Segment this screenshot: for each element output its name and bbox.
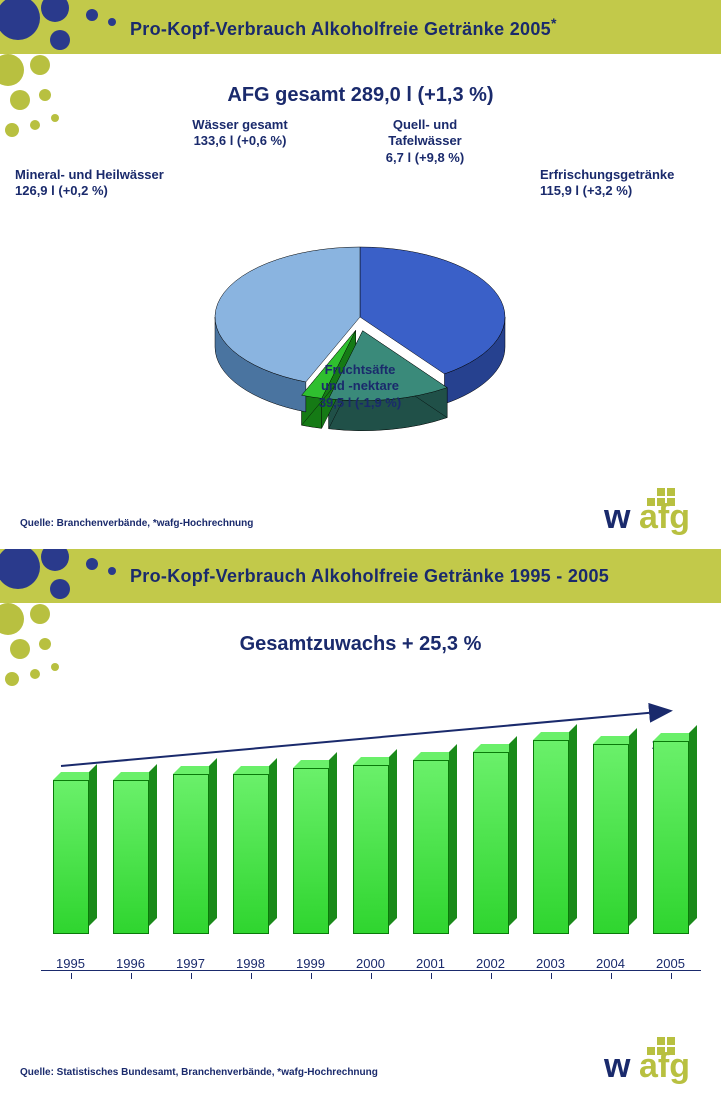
x-axis xyxy=(41,970,701,971)
bar-1996: 230,9 1996 xyxy=(101,780,161,971)
bar-xlabel-2002: 2002 xyxy=(476,956,505,971)
bar-xlabel-1995: 1995 xyxy=(56,956,85,971)
pie-chart-area: Wässer gesamt 133,6 l (+0,6 %) Mineral- … xyxy=(0,107,721,437)
header-band-2: Pro-Kopf-Verbrauch Alkoholfreie Getränke… xyxy=(0,549,721,603)
bar-xlabel-1996: 1996 xyxy=(116,956,145,971)
slide1-title: Pro-Kopf-Verbrauch Alkoholfreie Getränke… xyxy=(130,15,557,40)
bar-1998: 240,7 1998 xyxy=(221,774,281,971)
slide1-subtitle: AFG gesamt 289,0 l (+1,3 %) xyxy=(0,84,721,107)
bar-chart-area: 230,6 1995 230,9 1996 239,9 xyxy=(21,681,701,1011)
svg-text:w: w xyxy=(603,498,631,536)
bar-1997: 239,9 1997 xyxy=(161,774,221,971)
label-saft: Fruchtsäfte und -nektare 39,5 l (-1,9 %) xyxy=(280,362,440,411)
slide1-source: Quelle: Branchenverbände, *wafg-Hochrech… xyxy=(20,518,253,529)
wafg-logo-2: w afg xyxy=(599,1035,709,1090)
bar-2005: 289,0* 2005 xyxy=(641,741,701,971)
wafg-logo-1: w afg xyxy=(599,486,709,541)
bar-2001: 261,5 2001 xyxy=(401,760,461,971)
bar-2000: 253,1 2000 xyxy=(341,765,401,971)
bar-xlabel-1998: 1998 xyxy=(236,956,265,971)
slide2-source: Quelle: Statistisches Bundesamt, Branche… xyxy=(20,1067,378,1078)
slide1-title-text: Pro-Kopf-Verbrauch Alkoholfreie Getränke… xyxy=(130,19,551,39)
bar-xlabel-2005: 2005 xyxy=(656,956,685,971)
bar-xlabel-2003: 2003 xyxy=(536,956,565,971)
header-band-1: Pro-Kopf-Verbrauch Alkoholfreie Getränke… xyxy=(0,0,721,54)
bar-2002: 273,2 2002 xyxy=(461,752,521,971)
slide1-title-sup: * xyxy=(551,15,557,31)
bar-xlabel-2000: 2000 xyxy=(356,956,385,971)
slide-bar: Pro-Kopf-Verbrauch Alkoholfreie Getränke… xyxy=(0,549,721,1098)
bar-xlabel-1997: 1997 xyxy=(176,956,205,971)
svg-text:afg: afg xyxy=(639,498,690,536)
slide2-title: Pro-Kopf-Verbrauch Alkoholfreie Getränke… xyxy=(130,566,609,587)
bar-xlabel-1999: 1999 xyxy=(296,956,325,971)
slide-pie: Pro-Kopf-Verbrauch Alkoholfreie Getränke… xyxy=(0,0,721,549)
bar-xlabel-2001: 2001 xyxy=(416,956,445,971)
slide2-subtitle: Gesamtzuwachs + 25,3 % xyxy=(0,633,721,656)
label-quell: Quell- und Tafelwässer 6,7 l (+9,8 %) xyxy=(355,117,495,166)
bar-1999: 248,3 1999 xyxy=(281,768,341,971)
bar-xlabel-2004: 2004 xyxy=(596,956,625,971)
label-mineral: Mineral- und Heilwässer 126,9 l (+0,2 %) xyxy=(0,167,200,200)
bar-2003: 291,5 2003 xyxy=(521,740,581,971)
bar-1995: 230,6 1995 xyxy=(41,780,101,971)
svg-text:afg: afg xyxy=(639,1047,690,1085)
label-erfrisch: Erfrischungsgetränke 115,9 l (+3,2 %) xyxy=(540,167,720,200)
bar-row: 230,6 1995 230,9 1996 239,9 xyxy=(41,761,701,971)
svg-text:w: w xyxy=(603,1047,631,1085)
label-wasser-gesamt: Wässer gesamt 133,6 l (+0,6 %) xyxy=(150,117,330,150)
bar-2004: 285,4 2004 xyxy=(581,744,641,971)
